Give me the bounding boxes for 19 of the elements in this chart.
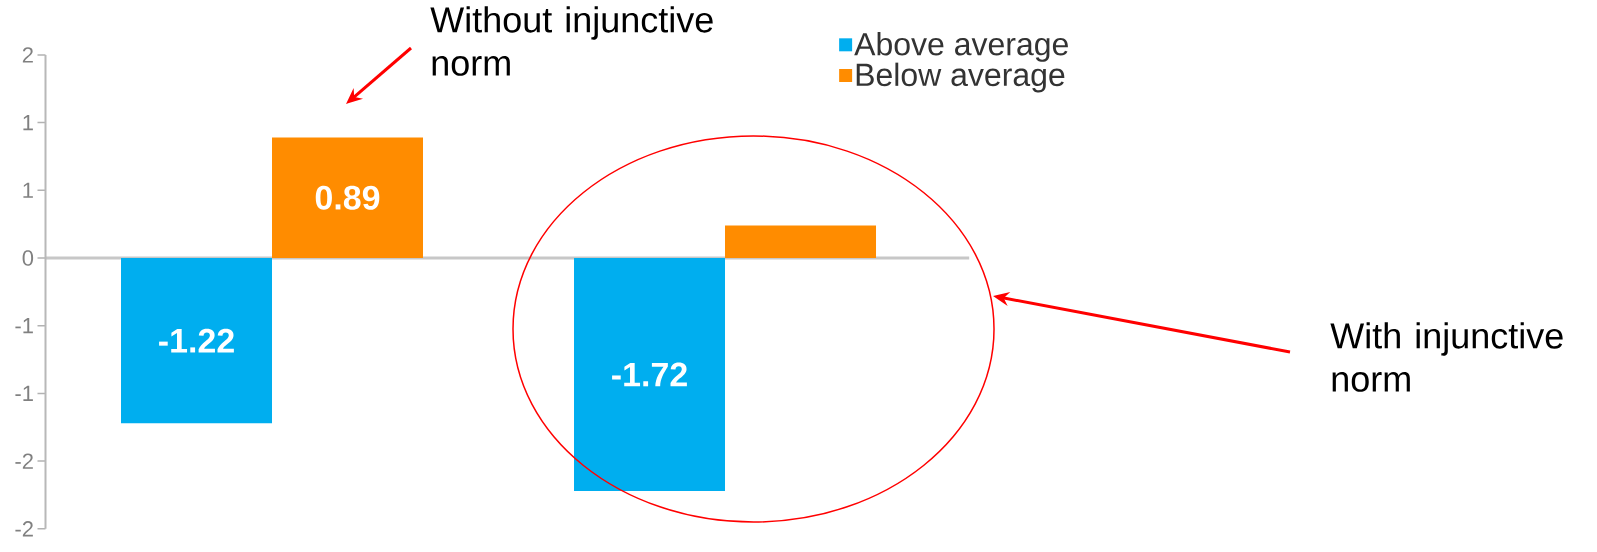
y-tick-label: -2 [15, 453, 33, 469]
y-tick-label: 1 [23, 115, 33, 131]
annotation: Without injunctive norm [430, 6, 713, 76]
bar [272, 137, 423, 258]
bar [121, 258, 272, 424]
legend-label: Below average [856, 62, 1065, 93]
y-tick-label: -1 [15, 318, 33, 334]
legend-label: Above average [854, 31, 1068, 62]
data-label: 0.89 [315, 185, 380, 210]
bar [574, 258, 726, 491]
data-label: -1.22 [159, 328, 234, 353]
y-tick-label: 2 [22, 47, 33, 63]
y-tick-label: -1 [15, 385, 33, 401]
y-tick-label: 0 [22, 250, 34, 266]
bar [725, 225, 877, 258]
y-tick-label: -2 [15, 521, 33, 537]
data-label: -1.72 [612, 362, 687, 387]
text: With injunctive norm [1330, 322, 1563, 392]
y-tick-label: 1 [23, 182, 33, 198]
